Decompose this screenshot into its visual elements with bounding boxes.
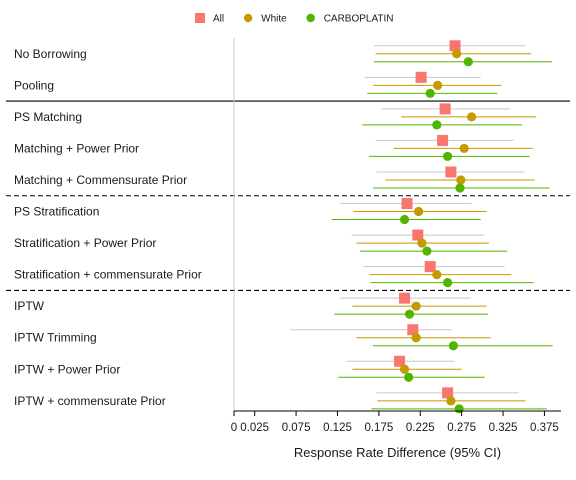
category-label: IPTW Trimming	[14, 331, 97, 345]
estimate-point-white	[414, 206, 424, 217]
legend-label: CARBOPLATIN	[324, 14, 394, 25]
estimate-point-white	[456, 175, 466, 185]
estimate-point-white	[399, 364, 410, 374]
category-labels: No Borrowing Pooling PS Matching Matching +…	[14, 47, 202, 408]
estimate-point-white	[459, 143, 469, 154]
estimate-point-carboplatin	[442, 151, 453, 162]
estimate-point-white	[411, 301, 421, 311]
legend-label: All	[213, 14, 224, 25]
category-label: PS Stratification	[14, 205, 99, 219]
x-axis: 0 0.025 0.075 0.125 0.175 0.225 0.275 0.325 0.37…	[231, 410, 561, 434]
x-tick-label: 0.125	[323, 422, 352, 434]
estimate-point-all	[394, 355, 406, 367]
estimate-point-white	[433, 80, 443, 90]
x-tick-label: 0.025	[240, 422, 269, 434]
x-axis-title: Response Rate Difference (95% CI)	[294, 445, 501, 460]
category-label: Pooling	[14, 78, 54, 92]
legend-key-carboplatin	[306, 13, 315, 23]
estimate-point-carboplatin	[432, 120, 442, 130]
category-label: Matching + Power Prior	[14, 141, 139, 155]
category-label: Stratification + Power Prior	[14, 236, 156, 250]
category-label: IPTW	[14, 299, 45, 313]
legend-label: White	[261, 14, 287, 25]
estimate-point-carboplatin	[399, 214, 410, 225]
point-estimates	[394, 40, 477, 414]
estimate-point-all	[412, 229, 424, 241]
category-label: No Borrowing	[14, 47, 87, 61]
estimate-point-all	[439, 103, 451, 115]
estimate-point-white	[446, 396, 456, 406]
category-label: IPTW + commensurate Prior	[14, 394, 166, 408]
estimate-point-carboplatin	[463, 57, 473, 67]
category-label: Stratification + commensurate Prior	[14, 268, 202, 282]
estimate-point-all	[437, 134, 449, 146]
estimate-point-white	[432, 270, 442, 280]
estimate-point-all	[445, 166, 457, 178]
estimate-point-all	[442, 387, 454, 399]
x-tick-label: 0.375	[530, 422, 559, 434]
x-tick-label: 0.275	[447, 422, 476, 434]
estimate-point-carboplatin	[404, 309, 415, 319]
group-separators	[6, 100, 570, 291]
legend: All White CARBOPLATIN	[195, 13, 394, 25]
estimate-point-carboplatin	[404, 372, 414, 382]
estimate-point-white	[452, 49, 462, 59]
estimate-point-all	[399, 292, 411, 304]
x-tick-label: 0.175	[364, 422, 393, 434]
estimate-point-carboplatin	[455, 183, 465, 193]
category-label: IPTW + Power Prior	[14, 362, 120, 376]
estimate-point-carboplatin	[425, 88, 435, 98]
estimate-point-carboplatin	[442, 278, 453, 288]
estimate-point-all	[424, 261, 436, 273]
x-tick-label: 0.075	[282, 422, 311, 434]
estimate-point-all	[415, 71, 427, 83]
x-tick-label: 0.325	[489, 422, 518, 434]
estimate-point-all	[407, 324, 419, 336]
legend-key-all	[195, 13, 205, 23]
estimate-point-carboplatin	[448, 341, 458, 351]
confidence-intervals	[290, 45, 553, 410]
estimate-point-all	[449, 40, 461, 52]
x-tick-label: 0	[231, 422, 237, 434]
estimate-point-white	[466, 112, 477, 122]
category-label: PS Matching	[14, 110, 82, 124]
category-label: Matching + Commensurate Prior	[14, 173, 187, 187]
estimate-point-white	[411, 333, 421, 343]
estimate-point-carboplatin	[454, 404, 464, 414]
legend-key-white	[243, 13, 253, 23]
estimate-point-white	[417, 238, 427, 248]
estimate-point-all	[401, 198, 413, 210]
x-tick-label: 0.225	[406, 422, 435, 434]
estimate-point-carboplatin	[422, 246, 432, 256]
